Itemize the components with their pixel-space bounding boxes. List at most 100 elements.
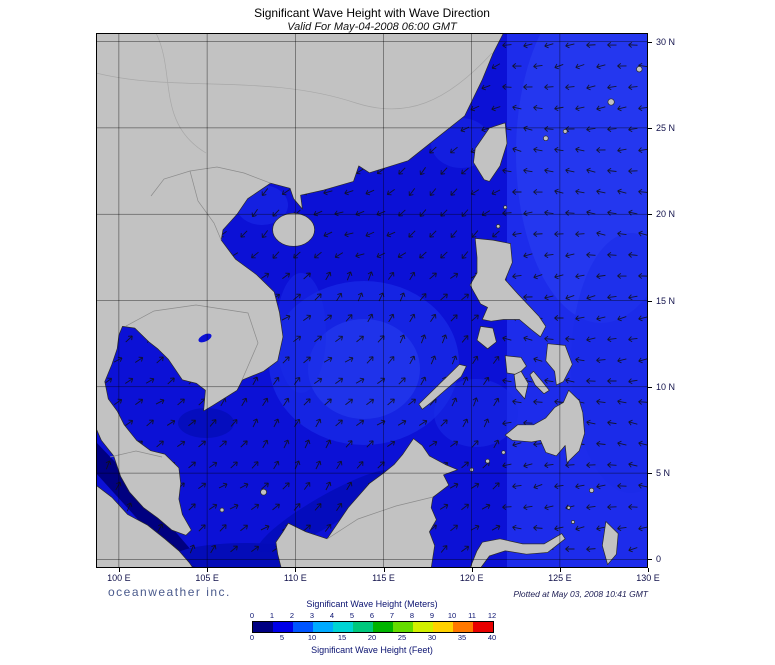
oceanweather-branding: oceanweather inc. (108, 585, 231, 599)
wave-direction-arrow (304, 439, 311, 449)
wave-direction-arrow (544, 335, 554, 342)
wave-direction-arrow (491, 105, 501, 112)
wave-direction-arrow (461, 251, 469, 259)
wave-direction-arrow (628, 461, 638, 468)
land-cebu-bohol (529, 370, 550, 395)
wave-direction-arrow (617, 230, 627, 237)
wave-direction-arrow (113, 356, 123, 363)
wave-direction-arrow (198, 440, 206, 448)
wave-direction-arrow (420, 376, 427, 386)
wave-direction-arrow (628, 378, 638, 385)
wave-direction-arrow (554, 231, 564, 238)
wave-direction-arrow (586, 419, 596, 426)
wave-direction-arrow (356, 419, 365, 427)
wave-direction-arrow (429, 188, 437, 196)
wave-direction-arrow (617, 357, 627, 364)
wave-direction-arrow (586, 294, 596, 301)
wave-direction-arrow (367, 271, 374, 281)
wave-direction-arrow (462, 376, 469, 386)
wave-direction-arrow (481, 503, 491, 510)
wave-direction-arrow (418, 419, 428, 426)
wave-direction-arrow (303, 272, 311, 280)
wave-direction-arrow (638, 440, 648, 447)
wave-direction-arrow (472, 397, 479, 407)
wave-direction-arrow (565, 462, 575, 469)
wave-direction-arrow (638, 315, 648, 322)
legend-meters-label: Significant Wave Height (Meters) (306, 599, 438, 609)
wave-direction-arrow (512, 524, 522, 531)
wave-direction-arrow (471, 314, 479, 322)
wave-direction-arrow (114, 398, 123, 405)
wave-direction-arrow (502, 462, 512, 469)
land-ishigaki-island (543, 135, 549, 142)
colorbar-segment (473, 622, 493, 632)
wave-direction-arrow (157, 523, 164, 533)
wave-direction-arrow (198, 524, 206, 532)
wave-direction-arrow (554, 398, 564, 405)
wave-direction-arrow (219, 524, 227, 532)
wave-direction-arrow (399, 292, 406, 302)
wave-direction-arrow (512, 189, 522, 195)
feet-tick-label: 15 (337, 633, 347, 642)
wave-direction-arrow (586, 84, 596, 91)
wave-direction-arrow (617, 147, 627, 154)
wave-direction-arrow (565, 42, 575, 49)
wave-direction-arrow (409, 313, 416, 323)
wave-direction-arrow (408, 188, 416, 197)
x-tick-label: 120 E (459, 573, 484, 583)
wave-direction-arrow (314, 503, 322, 511)
wave-direction-arrow (189, 544, 196, 554)
wave-direction-arrow (125, 419, 134, 426)
wave-direction-arrow (156, 356, 164, 364)
meters-tick-label: 8 (409, 611, 415, 620)
wave-direction-arrow (533, 189, 543, 195)
wave-direction-arrow (544, 294, 554, 301)
wave-direction-arrow (388, 271, 395, 280)
wave-direction-arrow (105, 460, 112, 470)
y-tick-mark (648, 386, 652, 388)
y-tick-mark (648, 41, 652, 43)
wave-direction-arrow (533, 441, 543, 448)
wave-direction-arrow (575, 483, 585, 490)
colorbar-segment (353, 622, 373, 632)
wave-direction-arrow (239, 482, 249, 489)
wave-direction-arrow (617, 105, 627, 112)
wave-direction-arrow (218, 482, 228, 489)
x-tick-mark (559, 568, 561, 572)
wave-direction-arrow (607, 504, 617, 511)
wave-direction-arrow (554, 188, 564, 195)
wave-direction-arrow (607, 419, 617, 426)
border-china-interior-2 (155, 33, 207, 154)
wave-direction-arrow (336, 502, 343, 511)
wave-direction-arrow (544, 209, 554, 216)
wave-direction-arrow (281, 189, 291, 196)
wave-direction-arrow (135, 398, 144, 406)
wave-direction-arrow (481, 210, 491, 217)
wave-direction-arrow (323, 189, 333, 196)
wave-direction-arrow (523, 252, 533, 259)
wave-direction-arrow (345, 440, 353, 448)
wave-direction-arrow (283, 397, 290, 407)
wave-direction-arrow (596, 273, 606, 280)
wave-direction-arrow (365, 189, 375, 196)
wave-direction-arrow (586, 336, 596, 343)
land-negros (513, 370, 529, 400)
wave-direction-arrow (575, 188, 585, 195)
meters-tick-label: 2 (289, 611, 295, 620)
wave-direction-arrow (344, 189, 354, 196)
wave-direction-arrow (336, 292, 343, 302)
wave-direction-arrow (419, 293, 427, 301)
wave-direction-arrow (386, 231, 396, 238)
wave-direction-arrow (471, 440, 479, 448)
meters-tick-label: 9 (429, 611, 435, 620)
wave-direction-arrow (523, 462, 533, 469)
wave-direction-arrow (167, 377, 175, 385)
border-cambodia (125, 304, 259, 381)
meters-tick-label: 10 (447, 611, 457, 620)
wave-direction-arrow (533, 231, 543, 238)
wave-direction-arrow (344, 231, 354, 238)
wave-direction-arrow (607, 294, 617, 301)
wave-direction-arrow (596, 63, 606, 70)
wave-direction-arrow (493, 397, 500, 407)
wave-direction-arrow (554, 105, 564, 112)
